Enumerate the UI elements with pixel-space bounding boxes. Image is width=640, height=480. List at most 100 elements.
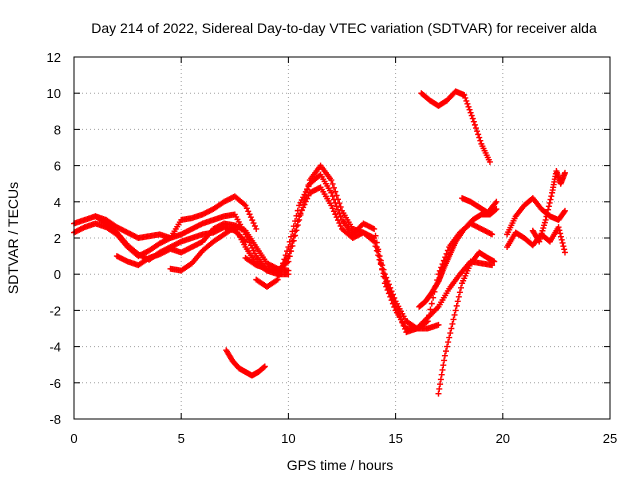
data-point — [399, 319, 406, 326]
data-point — [449, 320, 456, 327]
data-point — [557, 233, 564, 240]
data-point — [329, 193, 336, 200]
data-point — [475, 131, 482, 138]
data-point — [397, 316, 404, 323]
data-point — [373, 247, 380, 254]
data-point — [332, 188, 339, 195]
data-point — [293, 223, 300, 230]
data-point — [561, 246, 568, 253]
data-point — [391, 300, 398, 307]
data-point — [294, 218, 301, 225]
data-point — [477, 137, 484, 144]
data-point — [392, 303, 399, 310]
data-point — [452, 307, 459, 314]
data-point — [462, 94, 469, 101]
chart-title: Day 214 of 2022, Sidereal Day-to-day VTE… — [91, 20, 597, 36]
data-point — [290, 233, 297, 240]
data-point — [376, 256, 383, 263]
data-point — [473, 125, 479, 132]
data-point — [441, 357, 448, 364]
x-tick-label: 15 — [388, 431, 402, 446]
data-point — [474, 128, 481, 135]
y-tick-label: 0 — [54, 267, 61, 282]
data-point — [285, 271, 292, 278]
data-point — [427, 306, 434, 313]
data-point — [288, 243, 295, 250]
data-point — [435, 321, 442, 328]
data-point — [541, 219, 548, 226]
data-point — [454, 298, 461, 305]
y-tick-label: 2 — [54, 231, 61, 246]
y-tick-label: -2 — [49, 303, 61, 318]
y-tick-label: 4 — [54, 195, 61, 210]
data-point — [250, 220, 257, 227]
data-point — [537, 233, 544, 240]
data-point — [539, 227, 546, 234]
data-point — [486, 158, 493, 165]
data-point — [289, 238, 296, 245]
series-arc-13 — [459, 195, 500, 216]
y-tick-label: -6 — [49, 376, 61, 391]
data-point — [547, 196, 554, 203]
data-point — [546, 199, 553, 206]
data-point — [389, 296, 396, 303]
data-point — [379, 265, 386, 272]
data-point — [334, 206, 341, 213]
x-tick-label: 0 — [70, 431, 77, 446]
data-marks — [71, 88, 568, 397]
series-arc-3 — [92, 193, 260, 241]
series-arc-8 — [274, 184, 496, 336]
data-point — [441, 352, 448, 359]
x-tick-label: 10 — [281, 431, 295, 446]
data-point — [333, 203, 340, 210]
data-point — [328, 189, 335, 196]
data-point — [336, 210, 343, 217]
data-point — [393, 306, 400, 313]
data-point — [469, 115, 476, 122]
series-arc-15 — [504, 224, 568, 256]
data-point — [380, 270, 387, 277]
x-tick-label: 20 — [496, 431, 510, 446]
data-point — [542, 216, 549, 223]
data-point — [245, 208, 252, 215]
data-point — [384, 282, 391, 289]
data-point — [247, 214, 254, 221]
data-point — [437, 381, 444, 388]
data-point — [561, 207, 568, 214]
data-point — [253, 225, 260, 232]
data-point — [444, 343, 451, 350]
series-arc-14 — [504, 195, 568, 238]
series-arc-10 — [418, 88, 493, 165]
data-point — [372, 243, 379, 250]
data-point — [545, 203, 552, 210]
data-point — [424, 318, 431, 325]
data-point — [437, 376, 444, 383]
data-point — [400, 322, 407, 329]
data-point — [557, 230, 564, 237]
data-point — [543, 213, 550, 220]
y-tick-label: -4 — [49, 340, 61, 355]
series-arc-6 — [242, 162, 442, 332]
data-point — [537, 235, 544, 242]
data-point — [456, 289, 463, 296]
data-point — [560, 243, 567, 250]
y-tick-label: 8 — [54, 122, 61, 137]
data-point — [541, 222, 548, 229]
data-point — [328, 177, 335, 184]
y-tick-label: 10 — [47, 86, 61, 101]
x-axis-label: GPS time / hours — [287, 457, 394, 473]
y-tick-label: 6 — [54, 159, 61, 174]
data-point — [538, 230, 545, 237]
axis-ticks: 0 5 10 15 20 25 -8 -6 -4 -2 0 2 4 6 8 10 12 — [47, 50, 618, 446]
data-point — [251, 223, 258, 230]
y-tick-label: 12 — [47, 50, 61, 65]
data-point — [440, 362, 447, 369]
data-point — [436, 385, 443, 392]
data-point — [383, 278, 390, 285]
data-point — [371, 225, 378, 232]
data-point — [464, 100, 471, 107]
data-point — [439, 366, 446, 373]
data-point — [536, 238, 543, 245]
data-point — [455, 293, 462, 300]
